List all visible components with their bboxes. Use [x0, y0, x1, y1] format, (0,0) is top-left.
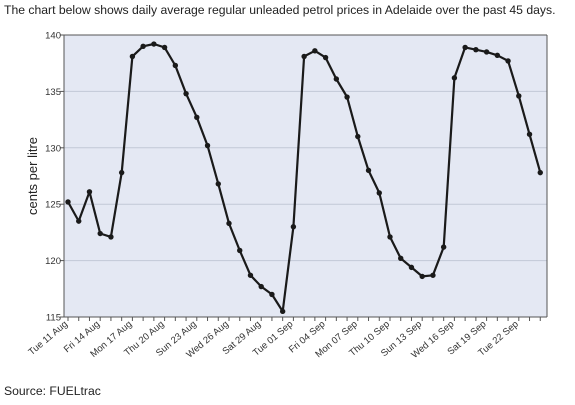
grid-lines	[64, 90, 547, 262]
axes	[63, 34, 548, 318]
data-point	[408, 264, 415, 271]
data-point	[108, 234, 114, 240]
data-point	[365, 167, 372, 174]
data-point	[151, 41, 157, 47]
data-point	[398, 255, 404, 262]
data-point	[194, 114, 200, 121]
data-point	[376, 190, 382, 196]
data-point	[76, 218, 82, 224]
y-tick-label: 125	[45, 200, 61, 211]
data-point	[97, 230, 103, 237]
plot-area	[64, 35, 547, 317]
y-tick-label: 130	[45, 143, 61, 154]
data-point	[161, 44, 168, 51]
chart-intro-text: The chart below shows daily average regu…	[4, 3, 556, 17]
data-point	[86, 189, 93, 195]
data-point	[279, 308, 286, 315]
data-point	[247, 272, 254, 278]
data-point	[537, 169, 543, 176]
source-note: Source: FUELtrac	[4, 384, 101, 398]
y-axis-label: cents per litre	[25, 137, 40, 215]
y-axis-ticks: 115 120 125 130 135 140	[45, 31, 64, 324]
y-tick-label: 120	[45, 256, 61, 267]
data-point	[312, 48, 318, 54]
y-tick-label: 135	[45, 87, 61, 98]
data-point	[344, 94, 350, 100]
data-point	[483, 49, 490, 55]
data-point	[140, 43, 146, 49]
data-point	[237, 247, 243, 254]
data-point	[430, 272, 436, 278]
data-point	[494, 52, 501, 59]
data-point	[118, 169, 125, 176]
data-point	[204, 142, 211, 149]
data-point	[129, 53, 136, 60]
data-point	[355, 133, 361, 140]
data-point	[322, 54, 329, 61]
data-point	[451, 75, 458, 81]
data-point	[333, 76, 340, 82]
data-point	[301, 53, 307, 60]
x-tick-label: Tue 11 Aug	[26, 319, 69, 358]
y-tick-label: 140	[45, 31, 61, 42]
data-point	[183, 90, 189, 97]
data-point	[269, 291, 275, 298]
data-point	[226, 220, 232, 227]
data-point	[172, 62, 179, 69]
price-series-points	[65, 41, 543, 315]
data-point	[387, 234, 393, 240]
data-point	[290, 224, 297, 230]
data-point	[473, 46, 479, 53]
data-point	[258, 283, 264, 290]
data-point	[516, 93, 522, 99]
data-point	[440, 244, 447, 250]
y-tick-label: 115	[46, 313, 61, 324]
data-point	[419, 273, 425, 280]
data-point	[526, 131, 533, 137]
data-point	[462, 44, 468, 51]
data-point	[65, 199, 71, 205]
data-point	[505, 58, 511, 64]
data-point	[215, 181, 221, 187]
